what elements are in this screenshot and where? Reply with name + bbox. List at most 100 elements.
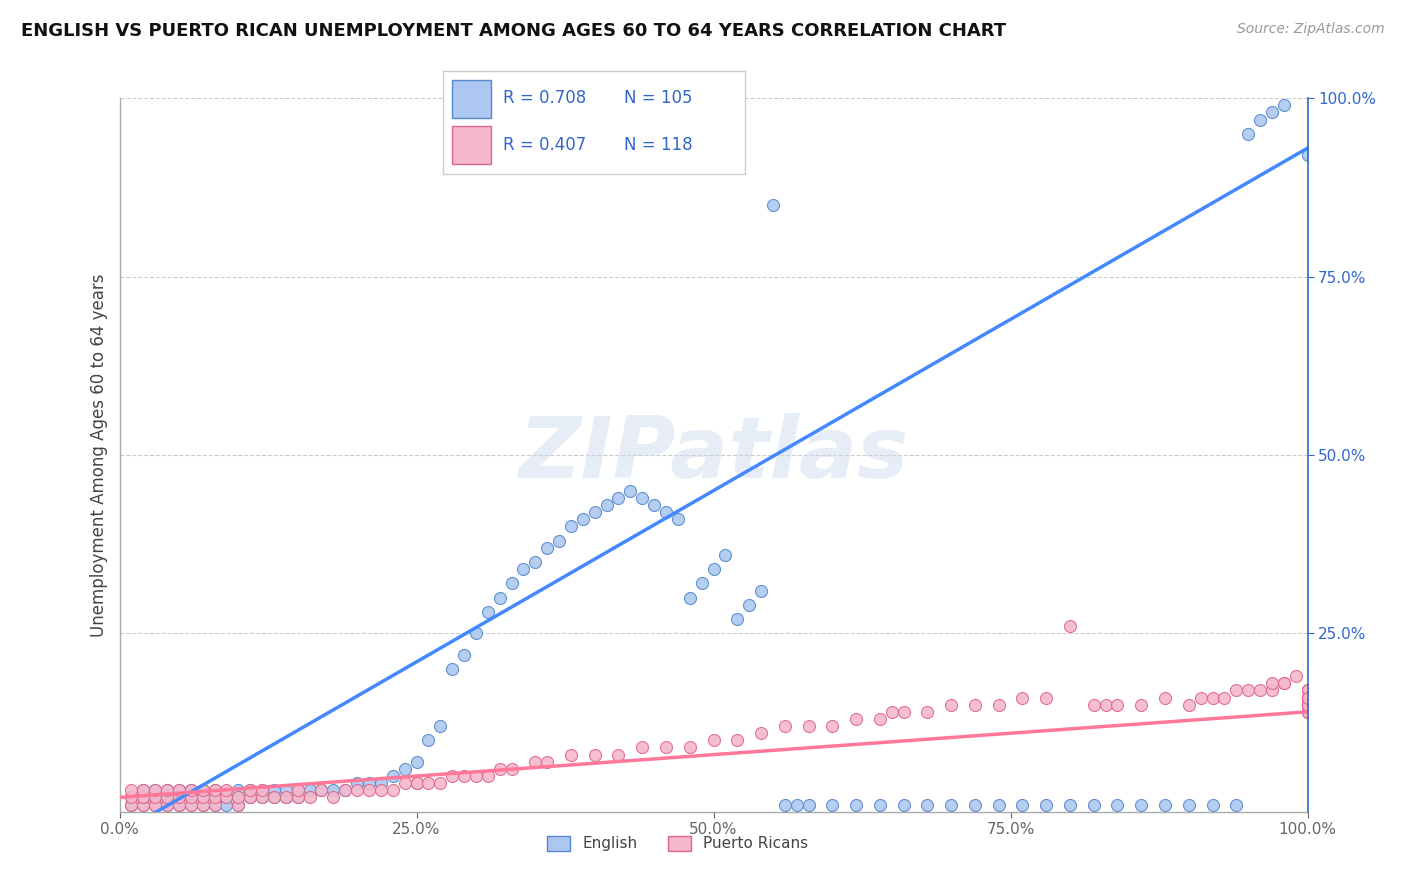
Point <box>346 776 368 790</box>
Point <box>1296 683 1319 698</box>
Point <box>1249 112 1271 127</box>
Point <box>655 505 678 519</box>
Point <box>120 790 142 805</box>
Point <box>418 776 440 790</box>
Text: ENGLISH VS PUERTO RICAN UNEMPLOYMENT AMONG AGES 60 TO 64 YEARS CORRELATION CHART: ENGLISH VS PUERTO RICAN UNEMPLOYMENT AMO… <box>21 22 1007 40</box>
Point <box>821 797 844 812</box>
Point <box>143 790 166 805</box>
Point <box>607 747 630 762</box>
Point <box>1035 797 1057 812</box>
Point <box>311 783 333 797</box>
Point <box>1237 683 1260 698</box>
Point <box>548 533 571 548</box>
Point <box>1011 690 1033 705</box>
Point <box>263 783 285 797</box>
Point <box>167 790 190 805</box>
Point <box>167 797 190 812</box>
Point <box>1201 797 1223 812</box>
Point <box>167 797 190 812</box>
Point <box>512 562 534 576</box>
Point <box>1285 669 1308 683</box>
Point <box>204 783 226 797</box>
Point <box>274 783 297 797</box>
Point <box>477 605 499 619</box>
Point <box>1237 127 1260 141</box>
Point <box>239 783 262 797</box>
Point <box>298 783 321 797</box>
Point <box>1296 690 1319 705</box>
Point <box>773 797 796 812</box>
Point <box>228 797 250 812</box>
Point <box>1296 698 1319 712</box>
Point <box>250 790 273 805</box>
Point <box>1107 797 1129 812</box>
Point <box>893 705 915 719</box>
Point <box>749 583 772 598</box>
Point <box>287 783 309 797</box>
Point <box>429 776 451 790</box>
Point <box>394 762 416 776</box>
Point <box>156 790 179 805</box>
Point <box>786 797 808 812</box>
Point <box>797 797 820 812</box>
Point <box>228 783 250 797</box>
Point <box>263 790 285 805</box>
Y-axis label: Unemployment Among Ages 60 to 64 years: Unemployment Among Ages 60 to 64 years <box>90 273 108 637</box>
Point <box>143 783 166 797</box>
Point <box>180 783 202 797</box>
Point <box>690 576 713 591</box>
Point <box>1296 148 1319 162</box>
Point <box>204 797 226 812</box>
Point <box>1178 698 1201 712</box>
Point <box>1296 698 1319 712</box>
Point <box>370 776 392 790</box>
Point <box>1130 797 1153 812</box>
Point <box>987 698 1010 712</box>
Point <box>1296 690 1319 705</box>
Point <box>204 797 226 812</box>
Point <box>917 705 939 719</box>
Point <box>488 762 510 776</box>
Point <box>167 783 190 797</box>
Point <box>464 769 488 783</box>
Point <box>274 790 297 805</box>
Point <box>1296 705 1319 719</box>
Point <box>453 648 475 662</box>
Text: N = 105: N = 105 <box>624 89 693 107</box>
Point <box>1261 683 1284 698</box>
Point <box>1261 676 1284 690</box>
Point <box>418 733 440 747</box>
Point <box>738 598 761 612</box>
Point <box>191 797 214 812</box>
Point <box>1272 98 1295 112</box>
Point <box>1225 683 1247 698</box>
Text: R = 0.708: R = 0.708 <box>503 89 586 107</box>
Point <box>156 790 179 805</box>
Point <box>702 733 725 747</box>
Point <box>1189 690 1212 705</box>
Point <box>762 198 785 212</box>
Text: Source: ZipAtlas.com: Source: ZipAtlas.com <box>1237 22 1385 37</box>
Text: ZIPatlas: ZIPatlas <box>519 413 908 497</box>
Point <box>298 790 321 805</box>
Point <box>143 783 166 797</box>
Point <box>572 512 595 526</box>
Point <box>191 797 214 812</box>
Point <box>239 783 262 797</box>
Point <box>250 783 273 797</box>
Point <box>1249 683 1271 698</box>
Point <box>869 797 891 812</box>
Point <box>191 783 214 797</box>
Point <box>394 776 416 790</box>
Point <box>1011 797 1033 812</box>
Point <box>524 555 547 569</box>
Point <box>357 776 380 790</box>
Point <box>322 783 344 797</box>
Point <box>821 719 844 733</box>
Point <box>120 783 142 797</box>
Point <box>595 498 617 512</box>
Point <box>1296 698 1319 712</box>
Point <box>120 790 142 805</box>
Point <box>274 790 297 805</box>
Point <box>167 790 190 805</box>
